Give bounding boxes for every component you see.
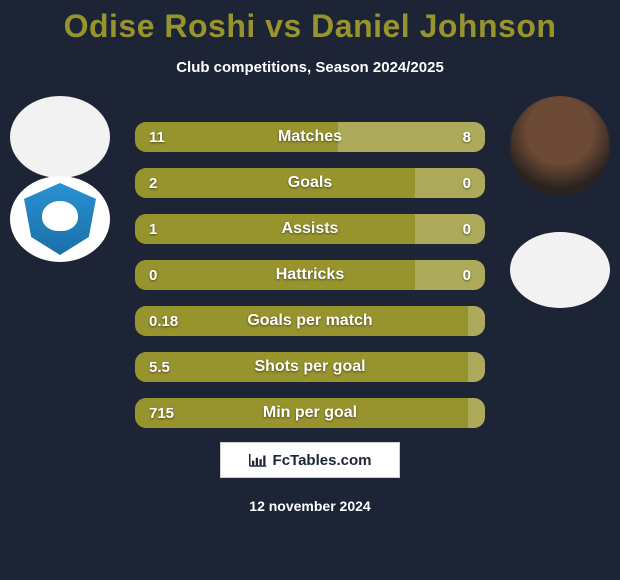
stat-value-left: 1 <box>149 221 157 238</box>
stat-value-left: 5.5 <box>149 359 170 376</box>
stat-value-left: 11 <box>149 129 165 146</box>
stat-row: 2Goals0 <box>135 168 485 198</box>
footer-date: 12 november 2024 <box>0 498 620 514</box>
stat-row: 1Assists0 <box>135 214 485 244</box>
stat-value-left: 0 <box>149 267 157 284</box>
stat-row: 0Hattricks0 <box>135 260 485 290</box>
stat-label: Shots per goal <box>135 358 485 376</box>
chart-icon <box>249 453 267 467</box>
site-badge-text: FcTables.com <box>273 452 372 469</box>
stat-fill-right <box>468 306 486 336</box>
stat-fill-right <box>468 352 486 382</box>
stat-fill-right <box>415 260 485 290</box>
stat-value-right: 0 <box>463 221 471 238</box>
stat-value-left: 2 <box>149 175 157 192</box>
stat-value-left: 715 <box>149 405 174 422</box>
site-badge[interactable]: FcTables.com <box>220 442 400 478</box>
stat-value-left: 0.18 <box>149 313 178 330</box>
player-left-avatar <box>10 96 110 178</box>
stat-value-right: 0 <box>463 175 471 192</box>
stat-row: 11Matches8 <box>135 122 485 152</box>
stat-label: Min per goal <box>135 404 485 422</box>
page-title: Odise Roshi vs Daniel Johnson <box>0 0 620 45</box>
club-left-logo <box>10 176 110 262</box>
stat-label: Goals per match <box>135 312 485 330</box>
club-right-logo <box>510 232 610 308</box>
stat-value-right: 8 <box>463 129 471 146</box>
stat-fill-right <box>415 168 485 198</box>
stats-container: 11Matches8 2Goals0 1Assists0 0Hattricks0 0.1… <box>135 122 485 444</box>
stat-fill-right <box>468 398 486 428</box>
shield-icon <box>24 183 96 255</box>
stat-row: 5.5Shots per goal <box>135 352 485 382</box>
page-subtitle: Club competitions, Season 2024/2025 <box>0 59 620 76</box>
player-right-avatar <box>510 96 610 196</box>
stat-value-right: 0 <box>463 267 471 284</box>
stat-row: 0.18Goals per match <box>135 306 485 336</box>
stat-fill-right <box>415 214 485 244</box>
stat-row: 715Min per goal <box>135 398 485 428</box>
